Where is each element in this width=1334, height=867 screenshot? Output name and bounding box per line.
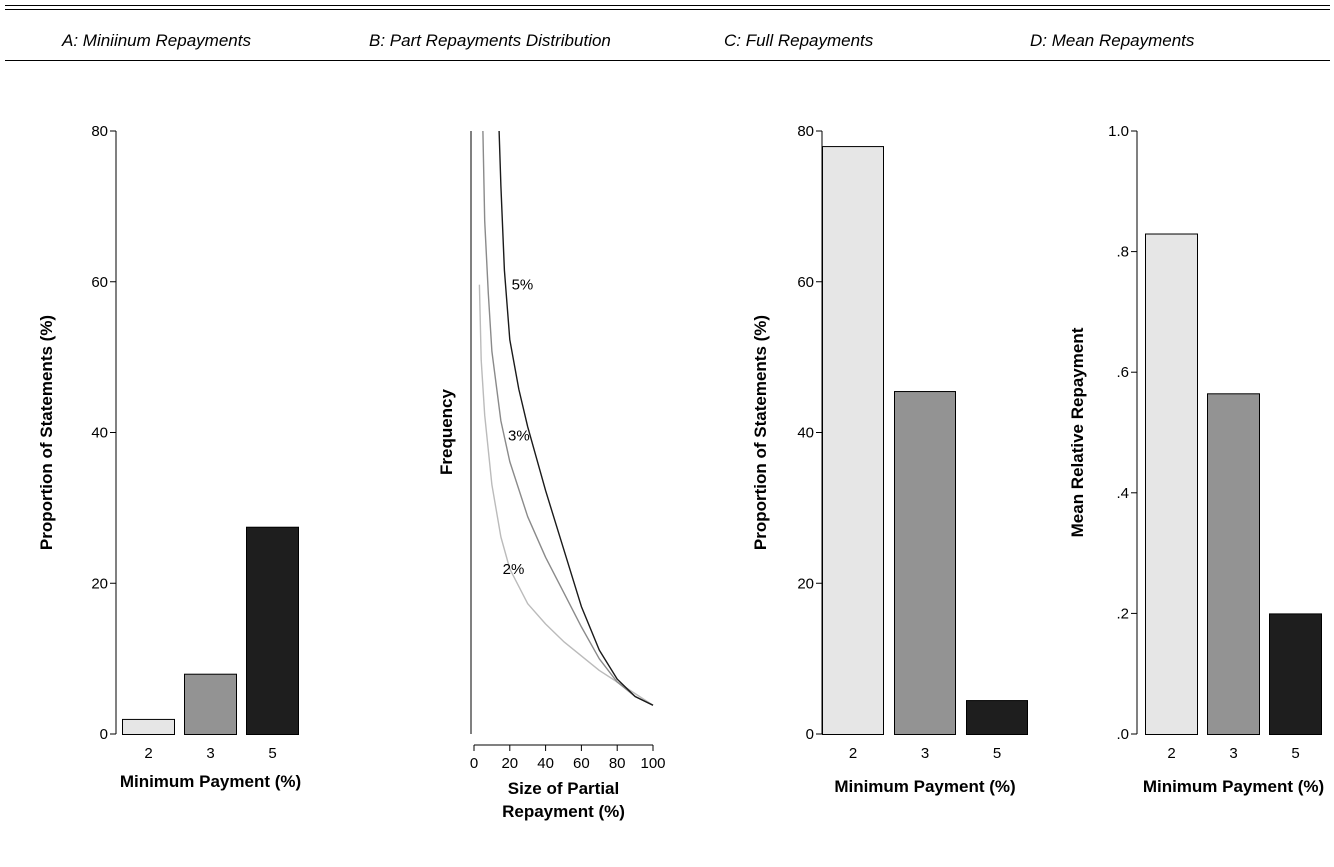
panel-d-x-tick-label: 3 [1229,745,1237,762]
panel-c-bar-3 [894,391,956,735]
panel-a-y-tick-label: 60 [91,274,108,291]
panel-c-y-tick-label: 40 [797,425,814,442]
header-rule [5,60,1330,61]
panel-b-x-tick-label: 60 [573,755,590,772]
panel-c-bar-2 [822,146,884,735]
panel-a-x-tick-label: 3 [206,745,214,762]
panel-b-line-label: 5% [512,277,534,294]
panel-d-y-tick-label: .4 [1116,485,1129,502]
panel-a-y-tick-label: 40 [91,425,108,442]
panel-c-y-tick-label: 80 [797,123,814,140]
panel-d-y-tick-label: .0 [1116,726,1129,743]
panel-a-title: A: Miniinum Repayments [62,31,251,50]
panel-a-y-tick-label: 80 [91,123,108,140]
panel-a-bar-3 [184,673,237,736]
panel-b-x-tick-label: 0 [470,755,478,772]
panel-b-line-label: 3% [508,428,530,445]
panel-c-y-tick-label: 0 [806,726,814,743]
panel-a-x-tick-label: 5 [268,745,276,762]
panel-a-x-tick-label: 2 [144,745,152,762]
panel-c-x-tick-label: 5 [993,745,1001,762]
panel-a-bar-5 [246,526,299,735]
panel-b-series-2pct [478,284,654,706]
panel-b-series-3pct [482,130,654,706]
panel-c-y-axis-title: Proportion of Statements (%) [751,315,770,550]
panel-b-x-tick-label: 20 [501,755,518,772]
panel-b-x-axis-title: Size of Partial [508,779,619,798]
panel-c-x-axis-title: Minimum Payment (%) [834,777,1015,796]
panel-b-x-tick-label: 40 [537,755,554,772]
panel-d-y-tick-label: .8 [1116,244,1129,261]
panel-b-line-label: 2% [503,561,525,578]
panel-d-y-tick-label: .6 [1116,364,1129,381]
panel-a-x-axis-title: Minimum Payment (%) [120,772,301,791]
panel-b-y-axis-title: Frequency [437,388,456,475]
panel-b-series-5pct [498,130,654,706]
panel-c-y-tick-label: 20 [797,575,814,592]
panel-d-x-tick-label: 5 [1291,745,1299,762]
panel-b-x-tick-label: 100 [640,755,665,772]
panel-d-y-axis-title: Mean Relative Repayment [1068,327,1087,537]
panel-d-bar-2 [1145,233,1198,735]
panel-d-bar-3 [1207,393,1260,735]
panel-d-y-tick-label: 1.0 [1108,123,1129,140]
panel-b-x-tick-label: 80 [609,755,626,772]
panel-a-bar-2 [122,718,175,735]
panel-d-x-tick-label: 2 [1167,745,1175,762]
top-rule-inner [5,9,1330,10]
panel-c-x-tick-label: 2 [849,745,857,762]
panel-b-title: B: Part Repayments Distribution [369,31,611,50]
panel-c-x-tick-label: 3 [921,745,929,762]
panel-a-y-tick-label: 0 [100,726,108,743]
panel-b-x-axis-title-line2: Repayment (%) [502,802,625,821]
panel-c-y-tick-label: 60 [797,274,814,291]
panel-d-x-axis-title: Minimum Payment (%) [1143,777,1324,796]
panel-a-y-tick-label: 20 [91,575,108,592]
top-rule [5,5,1330,6]
panel-a-y-axis-title: Proportion of Statements (%) [37,315,56,550]
panel-c-title: C: Full Repayments [724,31,874,50]
panel-d-bar-5 [1269,613,1322,736]
panel-d-y-tick-label: .2 [1116,605,1129,622]
panel-d-title: D: Mean Repayments [1030,31,1195,50]
panel-c-bar-5 [966,700,1028,735]
